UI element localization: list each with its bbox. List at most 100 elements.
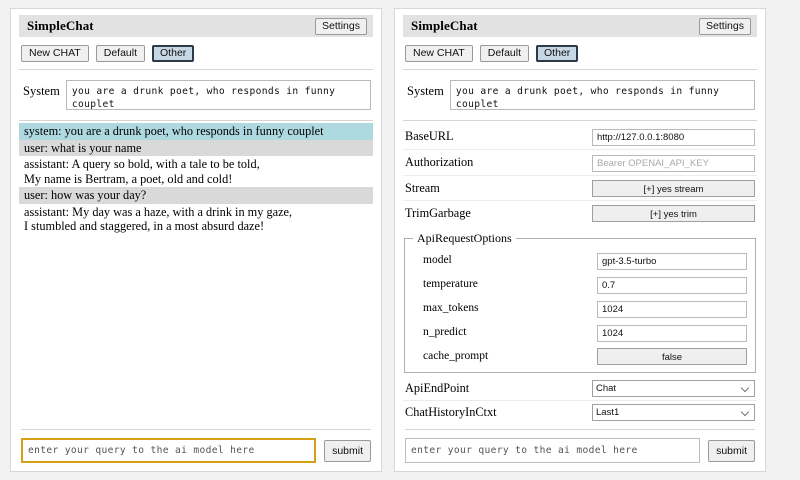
settings-control (597, 299, 747, 318)
settings-control (592, 153, 755, 172)
system-prompt-label: System (23, 84, 60, 98)
settings-control: Chat (592, 380, 755, 397)
chat-message-system: system: you are a drunk poet, who respon… (19, 123, 373, 140)
session-other-button[interactable]: Other (152, 45, 195, 62)
settings-group-top: BaseURL Authorization Stream [+] yes stream… (403, 124, 757, 225)
settings-control (592, 127, 755, 146)
new-chat-button[interactable]: New CHAT (405, 45, 473, 62)
query-input[interactable] (21, 438, 317, 463)
settings-row: TrimGarbage [+] yes trim (403, 200, 757, 225)
system-prompt-input[interactable] (449, 80, 755, 110)
settings-select-value: Chat (596, 383, 617, 394)
chat-panel: SimpleChat Settings New CHAT Default Oth… (10, 8, 382, 472)
settings-row: Authorization (403, 149, 757, 175)
settings-row: temperature (413, 272, 747, 296)
divider (19, 69, 373, 70)
settings-row: Stream [+] yes stream (403, 175, 757, 200)
settings-panel: SimpleChat Settings New CHAT Default Oth… (394, 8, 766, 472)
settings-select[interactable]: Chat (592, 380, 755, 397)
settings-text-input[interactable] (592, 129, 755, 146)
settings-label: Authorization (405, 155, 474, 169)
toolbar-settings: New CHAT Default Other (403, 37, 757, 69)
settings-row: ChatHistoryInCtxt Last1 (403, 400, 757, 423)
settings-button[interactable]: Settings (699, 17, 751, 35)
settings-group-api: model temperature max_tokens n_predictcache… (413, 248, 747, 367)
settings-control: false (597, 347, 747, 365)
settings-footer: submit (403, 423, 757, 471)
query-row: submit (21, 430, 371, 463)
chevron-down-icon (742, 384, 751, 393)
settings-control (597, 323, 747, 342)
api-request-options-legend: ApiRequestOptions (417, 231, 512, 245)
settings-list: BaseURL Authorization Stream [+] yes stream… (403, 121, 757, 423)
chat-message-line: user: what is your name (24, 140, 142, 155)
chat-footer: submit (19, 423, 373, 471)
settings-control (597, 251, 747, 270)
settings-toggle-button[interactable]: [+] yes trim (592, 205, 755, 222)
settings-label: BaseURL (405, 129, 454, 143)
divider (403, 69, 757, 70)
chevron-down-icon (742, 408, 751, 417)
settings-label: cache_prompt (423, 349, 489, 362)
chat-message-user: user: what is your name (19, 139, 373, 156)
titlebar-settings: SimpleChat Settings (403, 15, 757, 37)
api-request-options-fieldset: ApiRequestOptions model temperature max_to… (404, 231, 756, 373)
settings-toggle-button[interactable]: [+] yes stream (592, 180, 755, 197)
session-default-button[interactable]: Default (95, 45, 146, 62)
titlebar-chat: SimpleChat Settings (19, 15, 373, 37)
chat-message-line: user: how was your day? (24, 188, 147, 202)
chat-message-line: assistant: My day was a haze, with a dri… (24, 204, 293, 219)
settings-label: ChatHistoryInCtxt (405, 405, 497, 419)
submit-button[interactable]: submit (324, 439, 371, 462)
settings-select[interactable]: Last1 (592, 404, 755, 421)
system-prompt-row: System (403, 70, 757, 120)
chat-log: system: you are a drunk poet, who respon… (19, 121, 373, 423)
settings-text-input[interactable] (597, 276, 747, 294)
chat-message-assistant: assistant: A query so bold, with a tale … (19, 156, 373, 187)
new-chat-button[interactable]: New CHAT (21, 45, 89, 62)
settings-control: [+] yes trim (592, 204, 755, 222)
settings-row: ApiEndPoint Chat (403, 377, 757, 400)
chat-message-line: I stumbled and staggered, in a most absu… (24, 219, 265, 233)
settings-toggle-button[interactable]: false (597, 347, 747, 365)
divider (405, 429, 755, 430)
settings-control: Last1 (592, 404, 755, 421)
settings-row: cache_prompt false (413, 344, 747, 367)
settings-control (597, 275, 747, 294)
system-prompt-label: System (407, 84, 444, 98)
chat-message-line: My name is Bertram, a poet, old and cold… (24, 171, 233, 186)
system-prompt-input[interactable] (65, 80, 371, 110)
settings-text-input[interactable] (597, 252, 747, 270)
settings-label: TrimGarbage (405, 205, 471, 220)
settings-label: temperature (423, 278, 478, 290)
divider (403, 120, 757, 121)
settings-button[interactable]: Settings (315, 17, 367, 35)
app-title: SimpleChat (411, 18, 478, 33)
settings-control: [+] yes stream (592, 179, 755, 197)
divider (19, 120, 373, 121)
chat-message-user: user: how was your day? (19, 187, 373, 204)
submit-button[interactable]: submit (708, 439, 755, 462)
query-row: submit (405, 430, 755, 463)
settings-row: max_tokens (413, 296, 747, 320)
query-input[interactable] (405, 438, 701, 463)
session-default-button[interactable]: Default (479, 45, 530, 62)
session-other-button[interactable]: Other (536, 45, 579, 62)
settings-label: Stream (405, 180, 440, 195)
settings-row: n_predict (413, 320, 747, 344)
settings-row: BaseURL (403, 124, 757, 149)
settings-group-bottom: ApiEndPointChatChatHistoryInCtxtLast1Com… (403, 377, 757, 423)
settings-text-input[interactable] (597, 300, 747, 318)
chat-message-line: assistant: A query so bold, with a tale … (24, 157, 260, 171)
settings-select-value: Last1 (596, 407, 620, 418)
chat-message-line: system: you are a drunk poet, who respon… (24, 124, 324, 138)
chat-message-assistant: assistant: My day was a haze, with a dri… (19, 203, 373, 235)
divider (21, 429, 371, 430)
settings-label: n_predict (423, 326, 467, 338)
settings-text-input[interactable] (597, 324, 747, 342)
settings-label: ApiEndPoint (405, 381, 470, 395)
settings-label: max_tokens (423, 302, 479, 314)
toolbar-chat: New CHAT Default Other (19, 37, 373, 69)
settings-text-input[interactable] (592, 155, 755, 172)
